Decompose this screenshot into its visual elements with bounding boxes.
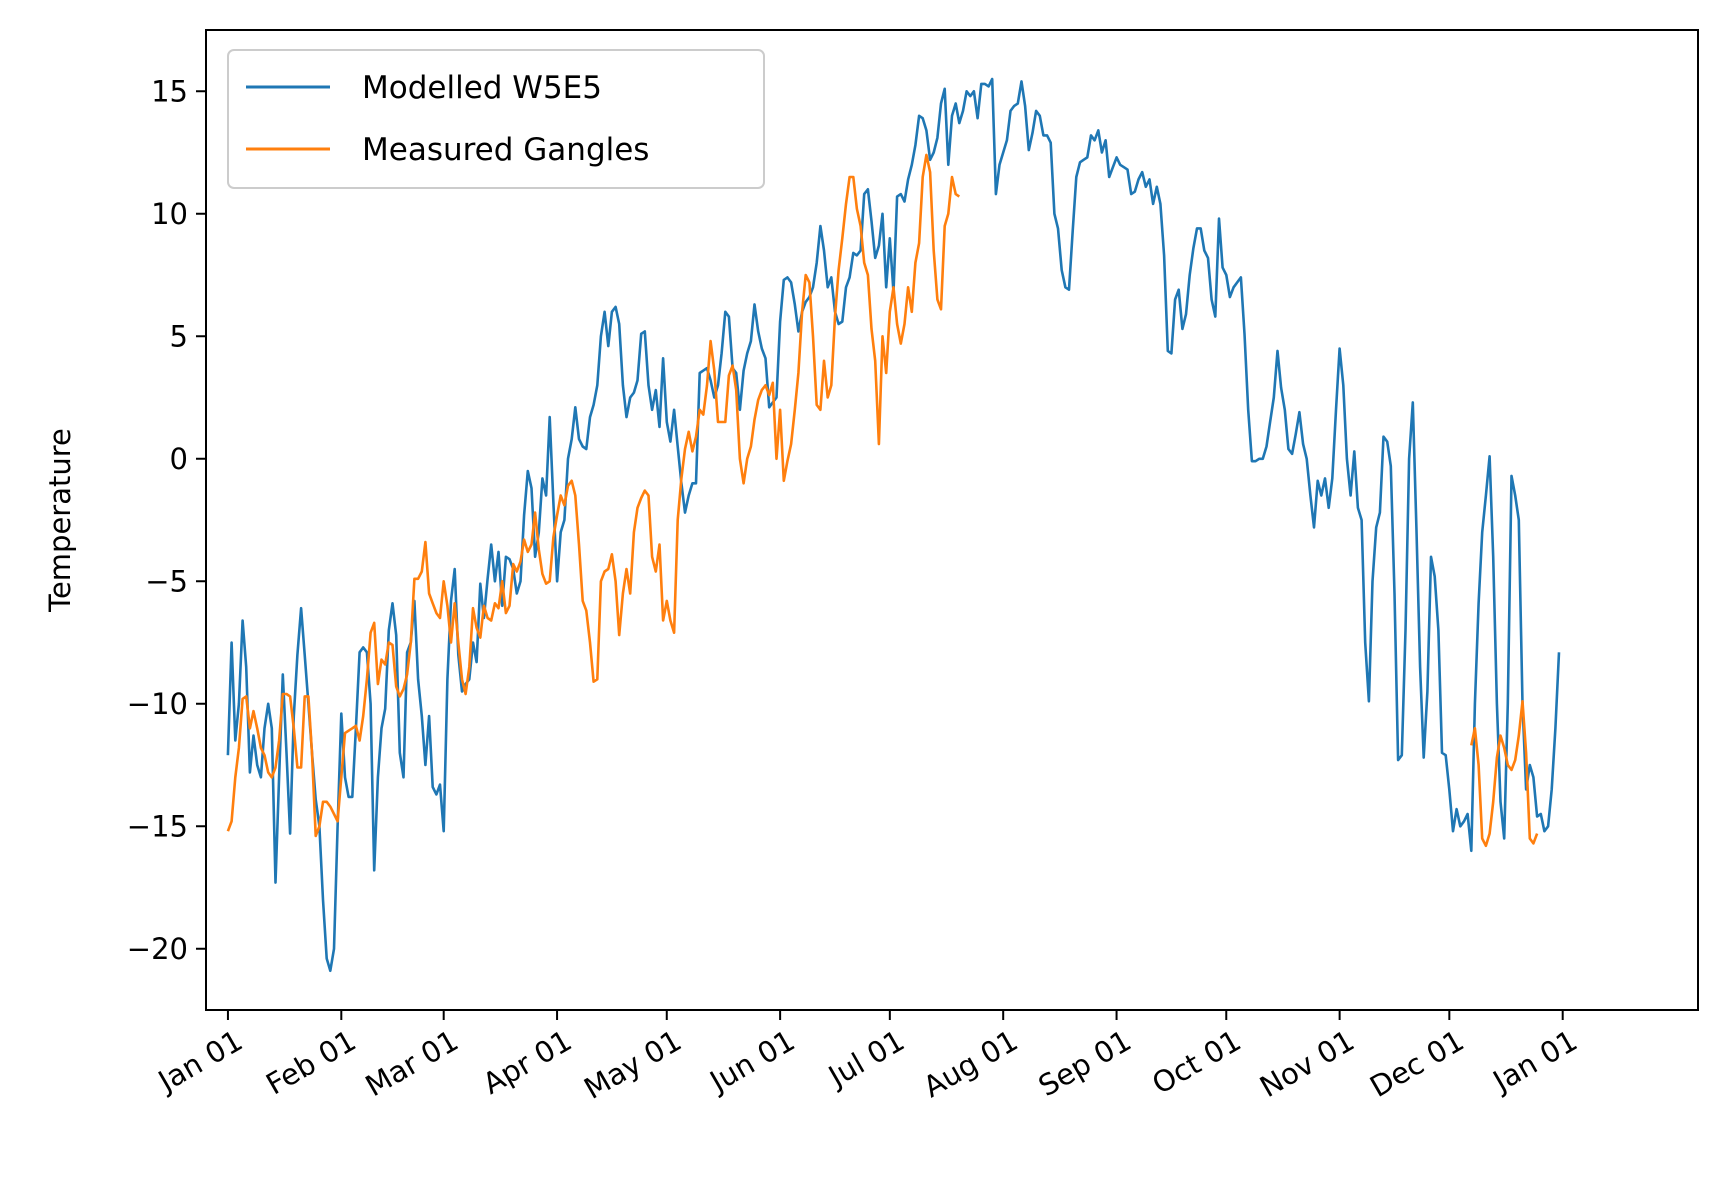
series-line-measured-gangles — [226, 153, 961, 838]
legend: Modelled W5E5 Measured Gangles — [227, 49, 765, 189]
series-layer — [226, 77, 1561, 973]
y-tick-label: −5 — [145, 564, 188, 598]
y-axis: −20 −15 −10 −5 0 5 10 15 — [127, 74, 206, 966]
plot-frame — [205, 29, 1699, 1011]
series-line-measured-gangles-segment-2 — [1470, 700, 1539, 848]
y-tick-label: −15 — [127, 809, 188, 843]
y-tick-label: 10 — [151, 197, 188, 231]
y-axis-label: Temperature — [43, 428, 77, 613]
y-tick-label: 15 — [151, 74, 188, 108]
legend-label-measured: Measured Gangles — [362, 132, 649, 168]
y-tick-label: −20 — [127, 932, 188, 966]
y-tick-label: 0 — [170, 442, 188, 476]
y-tick-label: −10 — [127, 687, 188, 721]
y-tick-label: 5 — [170, 319, 188, 353]
legend-label-modelled: Modelled W5E5 — [362, 70, 602, 106]
legend-box — [227, 49, 765, 189]
